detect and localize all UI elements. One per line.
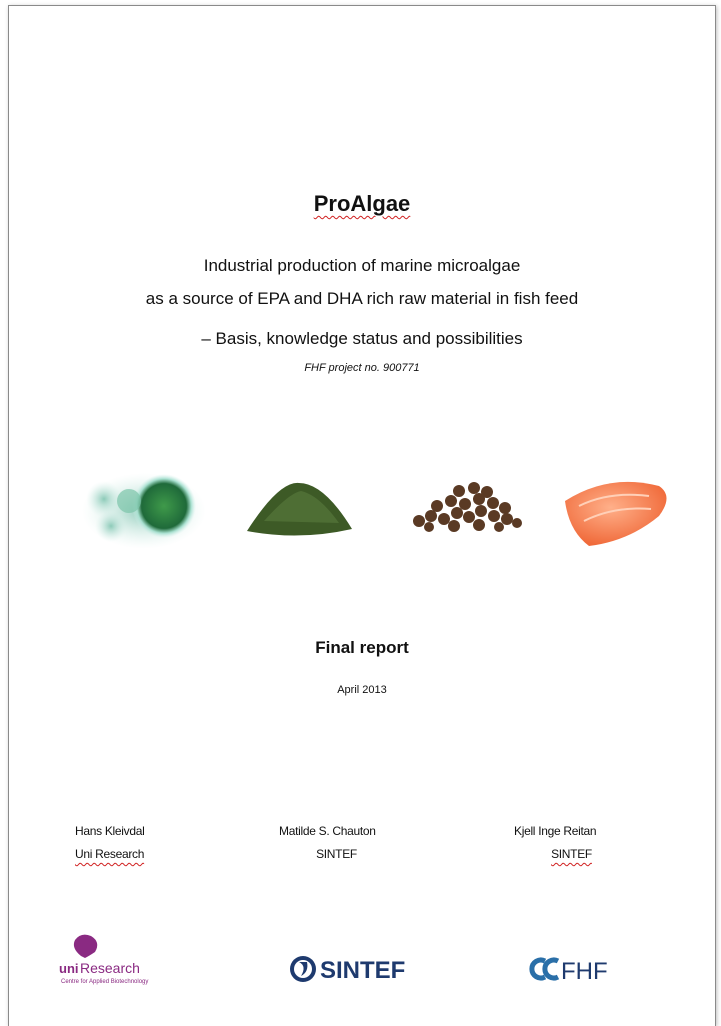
logo-name: Research [80, 960, 140, 976]
uni-research-logo: uni Research Centre for Applied Biotechn… [59, 934, 148, 985]
logo-name: SINTEF [320, 957, 405, 984]
salmon-image [565, 481, 667, 546]
logo-prefix: uni [59, 961, 79, 976]
cover-images [82, 473, 667, 549]
logos: uni Research Centre for Applied Biotechn… [59, 934, 608, 985]
author-org: SINTEF [316, 847, 357, 861]
report-date: April 2013 [337, 684, 387, 696]
feed-pellets-image [413, 482, 522, 532]
author-name: Kjell Inge Reitan [514, 824, 597, 838]
page: ProAlgae Industrial production of marine… [8, 5, 716, 1026]
title-text: ProAlgae [313, 191, 411, 216]
sintef-logo: SINTEF [290, 956, 405, 984]
author-org: SINTEF [514, 847, 629, 861]
subtitle-line: Industrial production of marine microalg… [203, 256, 521, 275]
subtitle-line: – Basis, knowledge status and possibilit… [201, 329, 523, 348]
microalgae-image [82, 473, 206, 549]
author-org-text: SINTEF [551, 847, 592, 861]
author-name: Matilde S. Chauton [279, 824, 376, 838]
author-name: Hans Kleivdal [75, 824, 145, 838]
author-org-text: Uni Research [75, 847, 145, 861]
algae-powder-image [247, 482, 352, 536]
project-number: FHF project no. 900771 [304, 362, 420, 374]
fhf-logo: FHF [529, 957, 608, 985]
subtitle-line: as a source of EPA and DHA rich raw mate… [145, 289, 579, 308]
logo-name: FHF [561, 958, 608, 985]
report-type: Final report [315, 638, 409, 657]
author-org: Uni Research [75, 847, 144, 861]
title: ProAlgae [9, 191, 715, 217]
logo-tagline: Centre for Applied Biotechnology [61, 979, 148, 985]
